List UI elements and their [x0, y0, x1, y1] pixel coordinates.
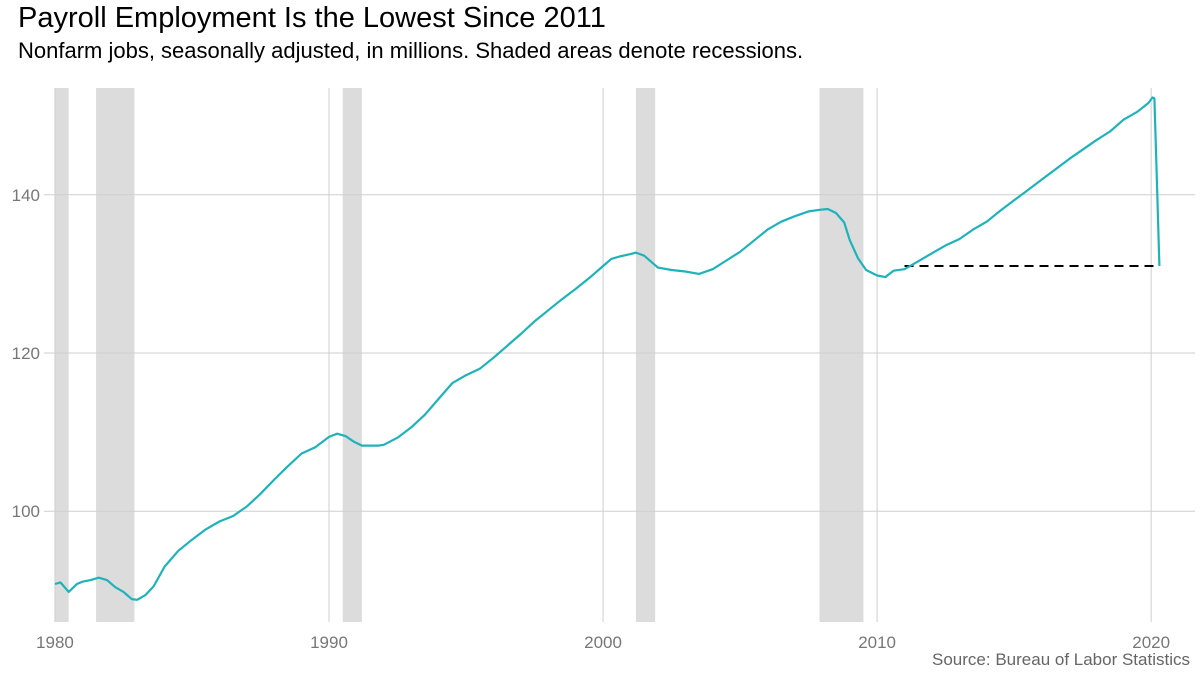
- recession-band: [635, 88, 656, 622]
- chart-title: Payroll Employment Is the Lowest Since 2…: [18, 2, 606, 34]
- y-tick-label: 100: [12, 502, 40, 521]
- recession-band: [54, 88, 69, 622]
- recession-band: [96, 88, 135, 622]
- y-tick-label: 140: [12, 186, 40, 205]
- x-tick-label: 1990: [310, 633, 348, 652]
- source-note: Source: Bureau of Labor Statistics: [932, 650, 1190, 669]
- x-tick-label: 2020: [1132, 633, 1170, 652]
- x-tick-label: 2000: [584, 633, 622, 652]
- x-tick-label: 2010: [858, 633, 896, 652]
- recession-band: [342, 88, 362, 622]
- chart-subtitle: Nonfarm jobs, seasonally adjusted, in mi…: [18, 38, 804, 63]
- x-tick-label: 1980: [36, 633, 74, 652]
- axis-tick-labels: 1980 1990 2000 2010 2020 100 120 140: [12, 186, 1170, 652]
- recession-band: [819, 88, 864, 622]
- gridlines: [44, 88, 1195, 622]
- y-tick-label: 120: [12, 344, 40, 363]
- recession-shading: [54, 88, 864, 622]
- series-line: [54, 96, 1161, 601]
- series-layer: [54, 96, 1161, 601]
